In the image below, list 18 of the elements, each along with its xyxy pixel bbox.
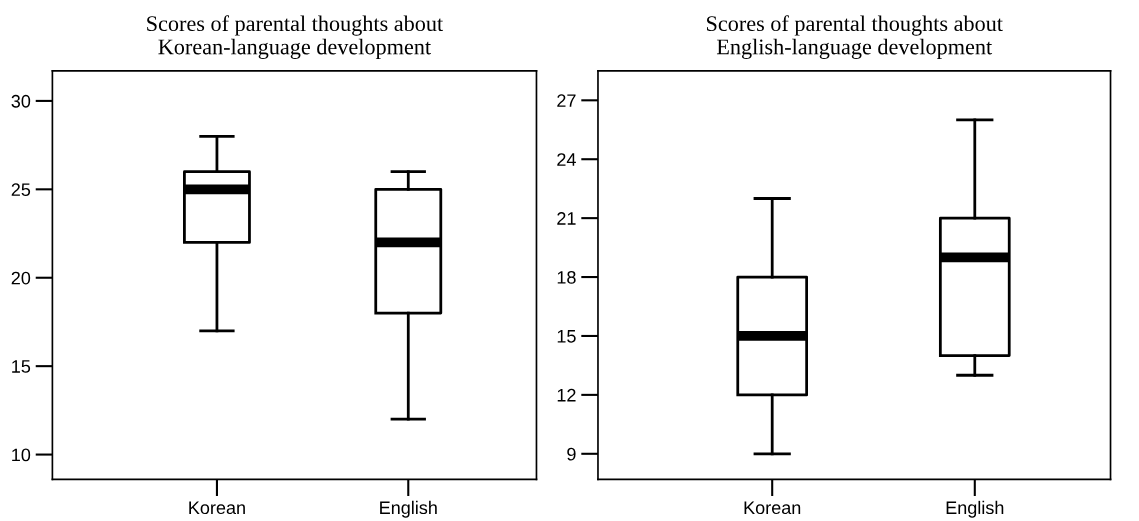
y-tick-label: 20 xyxy=(11,271,31,285)
x-tick-label: Korean xyxy=(189,501,245,515)
x-tick-label: Korean xyxy=(744,501,801,515)
x-tick-label: English xyxy=(380,500,437,518)
y-tick-label: 15 xyxy=(557,330,576,343)
y-tick-label: 18 xyxy=(557,270,576,284)
y-tick-label: 30 xyxy=(11,94,31,108)
y-tick-label: 9 xyxy=(567,447,576,461)
y-tick-label: 24 xyxy=(557,153,576,166)
y-tick-label: 10 xyxy=(12,448,31,462)
y-tick-label: 12 xyxy=(557,388,576,402)
y-tick-label: 27 xyxy=(557,94,576,107)
y-tick-label: 25 xyxy=(11,183,31,197)
x-tick-label: English xyxy=(946,500,1004,518)
chart-title: Scores of parental thoughts about Korean-language development xyxy=(147,15,444,59)
y-tick-label: 21 xyxy=(557,212,576,225)
chart-title: Scores of parental thoughts about English-language development xyxy=(707,15,1003,59)
y-tick-label: 15 xyxy=(12,360,31,373)
